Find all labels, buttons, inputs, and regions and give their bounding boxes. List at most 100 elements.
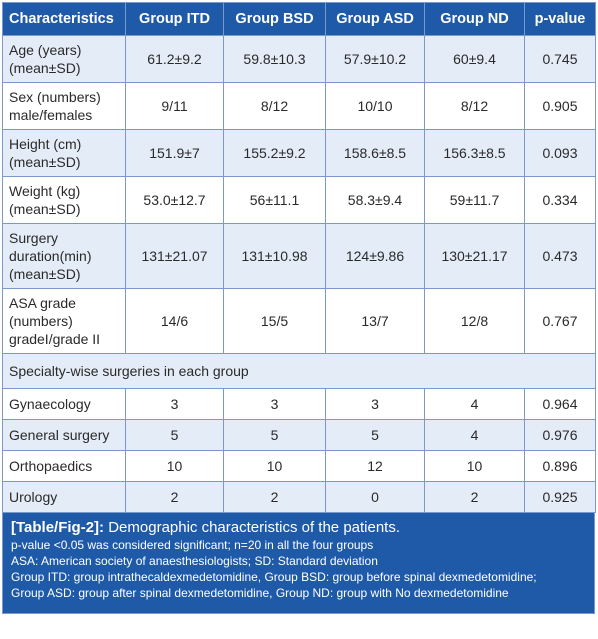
cell: 130±21.17: [424, 223, 525, 289]
table-figure: Characteristics Group ITD Group BSD Grou…: [2, 2, 596, 614]
col-header-asd: Group ASD: [325, 2, 425, 36]
caption-note: Group ASD: group after spinal dexmedetom…: [11, 586, 509, 600]
table-row: Urology 2 2 0 2 0.925: [2, 481, 596, 513]
cell: 57.9±10.2: [325, 35, 425, 83]
cell: 53.0±12.7: [125, 176, 224, 224]
col-header-characteristics: Characteristics: [2, 2, 126, 36]
cell: 3: [125, 388, 224, 420]
cell: 155.2±9.2: [223, 129, 326, 177]
cell: 5: [125, 419, 224, 451]
table-row: Orthopaedics 10 10 12 10 0.896: [2, 450, 596, 482]
cell: 9/11: [125, 82, 224, 130]
p-value-cell: 0.976: [524, 419, 596, 451]
row-label-line: Weight (kg): [9, 183, 81, 199]
row-label: Sex (numbers) male/females: [2, 82, 126, 130]
row-label: Height (cm) (mean±SD): [2, 129, 126, 177]
p-value-cell: 0.964: [524, 388, 596, 420]
cell: 56±11.1: [223, 176, 326, 224]
cell: 12: [325, 450, 425, 482]
row-label-line: Surgery: [9, 230, 59, 246]
cell: 60±9.4: [424, 35, 525, 83]
demographics-table: Characteristics Group ITD Group BSD Grou…: [2, 2, 596, 513]
row-label: Age (years) (mean±SD): [2, 35, 126, 83]
row-label: Urology: [2, 481, 126, 513]
p-value-cell: 0.767: [524, 288, 596, 354]
cell: 4: [424, 419, 525, 451]
p-value-cell: 0.925: [524, 481, 596, 513]
cell: 2: [125, 481, 224, 513]
row-label: Weight (kg) (mean±SD): [2, 176, 126, 224]
table-row: Age (years) (mean±SD) 61.2±9.2 59.8±10.3 …: [2, 35, 596, 83]
cell: 59±11.7: [424, 176, 525, 224]
cell: 2: [424, 481, 525, 513]
caption-tag: [Table/Fig-2]:: [11, 519, 105, 536]
figure-caption: [Table/Fig-2]: Demographic characteristi…: [2, 513, 595, 614]
row-label: Gynaecology: [2, 388, 126, 420]
p-value-cell: 0.334: [524, 176, 596, 224]
cell: 8/12: [223, 82, 326, 130]
cell: 5: [325, 419, 425, 451]
p-value-cell: 0.896: [524, 450, 596, 482]
cell: 8/12: [424, 82, 525, 130]
cell: 0: [325, 481, 425, 513]
cell: 13/7: [325, 288, 425, 354]
row-label-line: Age (years): [9, 42, 82, 58]
row-label: Surgery duration(min) (mean±SD): [2, 223, 126, 289]
row-label-line: male/females: [9, 107, 93, 123]
cell: 5: [223, 419, 326, 451]
caption-title-text: Demographic characteristics of the patie…: [104, 519, 401, 536]
cell: 3: [325, 388, 425, 420]
row-label-line: Sex (numbers): [9, 89, 101, 105]
table-row: Weight (kg) (mean±SD) 53.0±12.7 56±11.1 5…: [2, 176, 596, 224]
col-header-nd: Group ND: [424, 2, 525, 36]
table-row: ASA grade (numbers) gradeI/grade II 14/6 1…: [2, 288, 596, 354]
row-label-line: (numbers): [9, 313, 73, 329]
cell: 2: [223, 481, 326, 513]
cell: 151.9±7: [125, 129, 224, 177]
cell: 158.6±8.5: [325, 129, 425, 177]
cell: 12/8: [424, 288, 525, 354]
row-label-line: (mean±SD): [9, 60, 81, 76]
cell: 59.8±10.3: [223, 35, 326, 83]
caption-title: [Table/Fig-2]: Demographic characteristi…: [11, 519, 586, 537]
row-label: General surgery: [2, 419, 126, 451]
table-row: Gynaecology 3 3 3 4 0.964: [2, 388, 596, 420]
col-header-bsd: Group BSD: [223, 2, 326, 36]
header-row: Characteristics Group ITD Group BSD Grou…: [2, 2, 596, 36]
caption-note: Group ITD: group intrathecaldexmedetomid…: [11, 570, 537, 584]
cell: 131±21.07: [125, 223, 224, 289]
row-label: ASA grade (numbers) gradeI/grade II: [2, 288, 126, 354]
caption-note: ASA: American society of anaesthesiologi…: [11, 554, 378, 568]
cell: 156.3±8.5: [424, 129, 525, 177]
table-row: Surgery duration(min) (mean±SD) 131±21.07 …: [2, 223, 596, 289]
p-value-cell: 0.905: [524, 82, 596, 130]
cell: 10/10: [325, 82, 425, 130]
row-label-line: Height (cm): [9, 136, 82, 152]
table-row: General surgery 5 5 5 4 0.976: [2, 419, 596, 451]
section-header-row: Specialty-wise surgeries in each group: [2, 353, 596, 389]
row-label-line: ASA grade: [9, 295, 76, 311]
cell: 58.3±9.4: [325, 176, 425, 224]
cell: 4: [424, 388, 525, 420]
cell: 3: [223, 388, 326, 420]
row-label-line: gradeI/grade II: [9, 331, 101, 347]
cell: 10: [424, 450, 525, 482]
row-label: Orthopaedics: [2, 450, 126, 482]
cell: 10: [223, 450, 326, 482]
cell: 131±10.98: [223, 223, 326, 289]
row-label-line: (mean±SD): [9, 266, 81, 282]
row-label-line: (mean±SD): [9, 201, 81, 217]
col-header-itd: Group ITD: [125, 2, 224, 36]
p-value-cell: 0.745: [524, 35, 596, 83]
p-value-cell: 0.473: [524, 223, 596, 289]
cell: 61.2±9.2: [125, 35, 224, 83]
cell: 10: [125, 450, 224, 482]
section-header: Specialty-wise surgeries in each group: [2, 353, 596, 389]
table-row: Sex (numbers) male/females 9/11 8/12 10/1…: [2, 82, 596, 130]
caption-note: p-value <0.05 was considered significant…: [11, 538, 374, 552]
table-row: Height (cm) (mean±SD) 151.9±7 155.2±9.2 1…: [2, 129, 596, 177]
cell: 15/5: [223, 288, 326, 354]
col-header-p-value: p-value: [524, 2, 596, 36]
row-label-line: duration(min): [9, 248, 92, 264]
p-value-cell: 0.093: [524, 129, 596, 177]
